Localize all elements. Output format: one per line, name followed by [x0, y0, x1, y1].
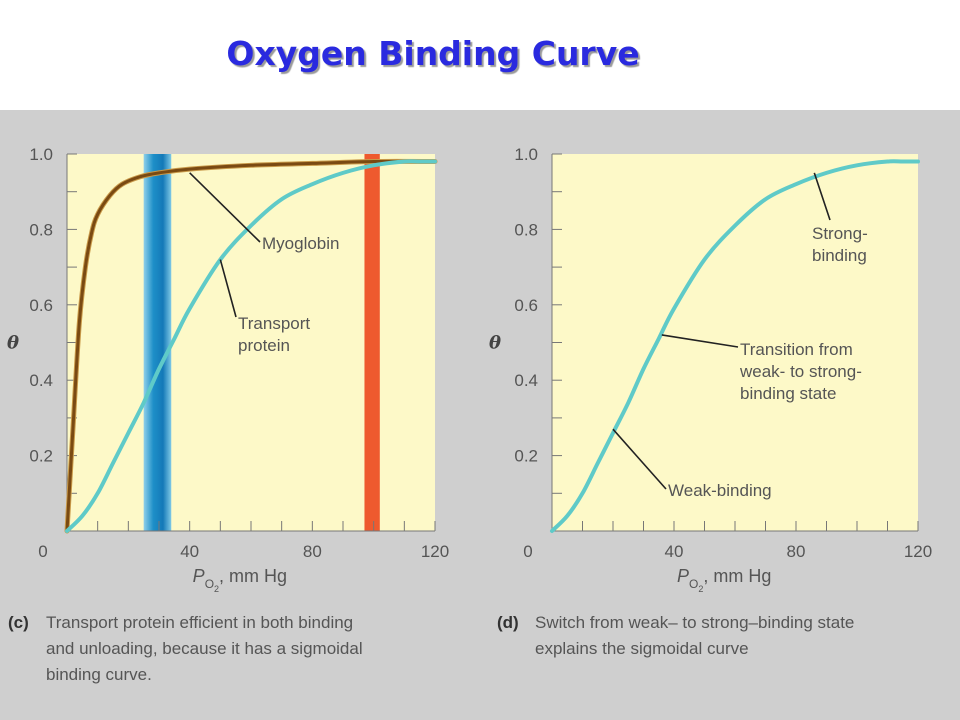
series-line-0 — [65, 159, 437, 533]
annotation-text: Strong- — [812, 224, 868, 243]
plot-area — [552, 154, 918, 531]
series-line-0 — [550, 159, 920, 533]
y-tick-label: 0.8 — [29, 220, 53, 239]
slide-title: Oxygen Binding Curve — [226, 34, 640, 73]
x-tick-label: 120 — [421, 542, 449, 561]
annotation-text: protein — [238, 336, 290, 355]
x-tick-label: 120 — [904, 542, 932, 561]
annotation-leader — [219, 259, 237, 318]
annotation-text: Transition from — [740, 340, 853, 359]
x-tick-label: 0 — [523, 542, 532, 561]
x-tick-label: 40 — [180, 542, 199, 561]
annotation-text: binding — [812, 246, 867, 265]
caption-tag: (c) — [8, 613, 29, 632]
y-tick-label: 0.2 — [514, 447, 538, 466]
panel-d: 0 40 80 120 0.2 0.4 0.6 0.8 1.0 PO2, mm Hg θ Strong… — [489, 145, 932, 658]
y-tick-label: 0.6 — [514, 296, 538, 315]
x-axis-label: PO2, mm Hg — [677, 566, 771, 594]
caption-line: Transport protein efficient in both bind… — [46, 613, 353, 632]
caption-line: and unloading, because it has a sigmoida… — [46, 639, 363, 658]
annotation-text: binding state — [740, 384, 836, 403]
series-line-1 — [65, 159, 437, 533]
annotation-leader — [661, 334, 739, 348]
panel-c: 0 40 80 120 0.2 0.4 0.6 0.8 1.0 PO2, mm Hg θ Myoglo… — [7, 145, 449, 684]
caption-tag: (d) — [497, 613, 519, 632]
chart-svg: 0 40 80 120 0.2 0.4 0.6 0.8 1.0 PO2, mm Hg θ Myoglo… — [7, 145, 932, 684]
annotation-leader — [189, 172, 261, 243]
y-tick-label: 1.0 — [29, 145, 53, 164]
caption-line: explains the sigmoidal curve — [535, 639, 749, 658]
annotation-text: weak- to strong- — [739, 362, 862, 381]
annotation-leader — [612, 428, 667, 490]
y-tick-label: 0.8 — [514, 220, 538, 239]
y-axis-label: θ — [489, 333, 501, 354]
x-tick-label: 80 — [787, 542, 806, 561]
annotation-text: Myoglobin — [262, 234, 340, 253]
x-tick-label: 0 — [38, 542, 47, 561]
y-tick-label: 1.0 — [514, 145, 538, 164]
caption-line: Switch from weak– to strong–binding stat… — [535, 613, 854, 632]
y-tick-label: 0.4 — [514, 371, 538, 390]
figure: 0 40 80 120 0.2 0.4 0.6 0.8 1.0 PO2, mm Hg θ Myoglo… — [0, 110, 960, 720]
x-tick-label: 40 — [665, 542, 684, 561]
annotation-text: Weak-binding — [668, 481, 772, 500]
y-tick-label: 0.2 — [29, 447, 53, 466]
y-tick-label: 0.4 — [29, 371, 53, 390]
y-axis-label: θ — [7, 333, 19, 354]
x-axis-label: PO2, mm Hg — [193, 566, 287, 594]
y-tick-label: 0.6 — [29, 296, 53, 315]
annotation-text: Transport — [238, 314, 310, 333]
annotation-leader — [813, 172, 831, 221]
caption-line: binding curve. — [46, 665, 152, 684]
range-band-1 — [364, 154, 380, 531]
range-band-0 — [143, 154, 172, 531]
x-tick-label: 80 — [303, 542, 322, 561]
